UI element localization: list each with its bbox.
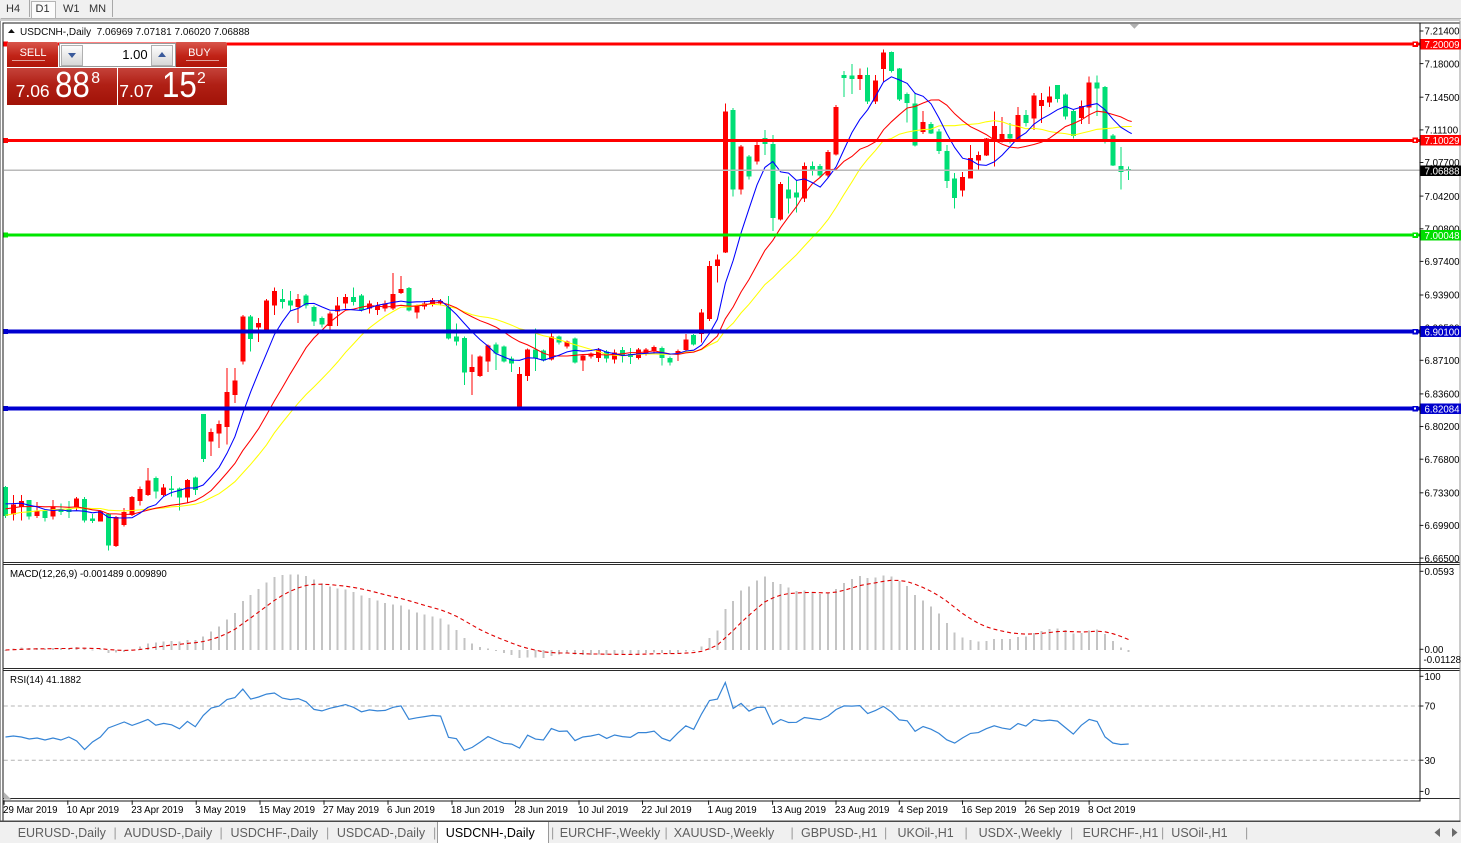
svg-text:7.18000: 7.18000	[1425, 59, 1461, 70]
svg-text:|: |	[433, 826, 436, 840]
svg-text:13 Aug 2019: 13 Aug 2019	[772, 805, 826, 816]
svg-text:23 Aug 2019: 23 Aug 2019	[835, 805, 889, 816]
svg-text:7.06888: 7.06888	[1425, 167, 1460, 178]
svg-text:|: |	[220, 826, 223, 840]
svg-text:23 Apr 2019: 23 Apr 2019	[131, 805, 183, 816]
svg-text:|: |	[1070, 826, 1073, 840]
svg-text:6.82084: 6.82084	[1425, 404, 1461, 415]
svg-text:30: 30	[1425, 756, 1436, 767]
svg-text:6.66500: 6.66500	[1425, 554, 1461, 565]
svg-text:7.10029: 7.10029	[1425, 136, 1460, 147]
svg-text:|: |	[965, 826, 968, 840]
svg-text:16 Sep 2019: 16 Sep 2019	[962, 805, 1017, 816]
svg-text:GBPUSD-,H1: GBPUSD-,H1	[801, 826, 877, 840]
svg-text:10 Apr 2019: 10 Apr 2019	[67, 805, 119, 816]
svg-text:6.69900: 6.69900	[1425, 521, 1461, 532]
svg-text:6.87100: 6.87100	[1425, 356, 1461, 367]
svg-text:3 May 2019: 3 May 2019	[195, 805, 246, 816]
svg-text:AUDUSD-,Daily: AUDUSD-,Daily	[124, 826, 213, 840]
svg-text:18 Jun 2019: 18 Jun 2019	[451, 805, 504, 816]
svg-text:7.00048: 7.00048	[1425, 231, 1460, 242]
svg-text:6.90100: 6.90100	[1425, 327, 1461, 338]
svg-text:USDCNH-,Daily: USDCNH-,Daily	[446, 826, 536, 840]
svg-text:|: |	[326, 826, 329, 840]
svg-text:-0.011289: -0.011289	[1424, 655, 1461, 666]
svg-text:26 Sep 2019: 26 Sep 2019	[1025, 805, 1080, 816]
svg-text:100: 100	[1425, 672, 1442, 683]
svg-text:4 Sep 2019: 4 Sep 2019	[898, 805, 948, 816]
svg-text:27 May 2019: 27 May 2019	[323, 805, 379, 816]
svg-text:|: |	[665, 826, 668, 840]
svg-text:UKOil-,H1: UKOil-,H1	[898, 826, 954, 840]
svg-text:28 Jun 2019: 28 Jun 2019	[515, 805, 568, 816]
svg-text:|: |	[884, 826, 887, 840]
svg-text:USOil-,H1: USOil-,H1	[1171, 826, 1227, 840]
svg-text:EURCHF-,H1: EURCHF-,H1	[1083, 826, 1159, 840]
svg-text:15 May 2019: 15 May 2019	[259, 805, 315, 816]
svg-text:|: |	[1161, 826, 1164, 840]
svg-text:6.93900: 6.93900	[1425, 291, 1461, 302]
svg-text:USDX-,Weekly: USDX-,Weekly	[979, 826, 1063, 840]
svg-text:7.07700: 7.07700	[1425, 158, 1461, 169]
svg-text:|: |	[551, 826, 554, 840]
svg-text:6.83600: 6.83600	[1425, 390, 1461, 401]
svg-text:XAUUSD-,Weekly: XAUUSD-,Weekly	[674, 826, 775, 840]
svg-text:70: 70	[1425, 702, 1436, 713]
svg-text:22 Jul 2019: 22 Jul 2019	[642, 805, 692, 816]
svg-text:6.97400: 6.97400	[1425, 257, 1461, 268]
svg-text:0.00: 0.00	[1425, 645, 1444, 656]
svg-text:7.14500: 7.14500	[1425, 93, 1461, 104]
svg-text:USDCNH-,Daily 7.06969 7.07181: USDCNH-,Daily 7.06969 7.07181 7.06020 7.…	[20, 27, 250, 38]
svg-text:0: 0	[1425, 787, 1431, 798]
svg-text:6.76800: 6.76800	[1425, 455, 1461, 466]
svg-text:10 Jul 2019: 10 Jul 2019	[578, 805, 628, 816]
svg-text:1 Aug 2019: 1 Aug 2019	[708, 805, 757, 816]
svg-text:7.11100: 7.11100	[1425, 126, 1459, 137]
svg-text:|: |	[114, 826, 117, 840]
svg-text:0.0593: 0.0593	[1425, 567, 1455, 578]
svg-text:EURUSD-,Daily: EURUSD-,Daily	[18, 826, 107, 840]
svg-text:8 Oct 2019: 8 Oct 2019	[1088, 805, 1135, 816]
svg-text:|: |	[791, 826, 794, 840]
svg-text:7.20009: 7.20009	[1425, 40, 1460, 51]
svg-text:29 Mar 2019: 29 Mar 2019	[3, 805, 57, 816]
svg-text:USDCAD-,Daily: USDCAD-,Daily	[337, 826, 426, 840]
svg-text:6.80200: 6.80200	[1425, 422, 1461, 433]
svg-text:USDCHF-,Daily: USDCHF-,Daily	[231, 826, 319, 840]
svg-text:|: |	[1245, 826, 1248, 840]
svg-text:6 Jun 2019: 6 Jun 2019	[387, 805, 435, 816]
svg-text:7.04200: 7.04200	[1425, 192, 1461, 203]
svg-text:7.21400: 7.21400	[1425, 27, 1461, 38]
svg-text:MACD(12,26,9) -0.001489 0.0098: MACD(12,26,9) -0.001489 0.009890	[10, 569, 167, 580]
svg-text:RSI(14) 41.1882: RSI(14) 41.1882	[10, 675, 81, 686]
svg-text:EURCHF-,Weekly: EURCHF-,Weekly	[560, 826, 661, 840]
svg-text:6.73300: 6.73300	[1425, 489, 1461, 500]
